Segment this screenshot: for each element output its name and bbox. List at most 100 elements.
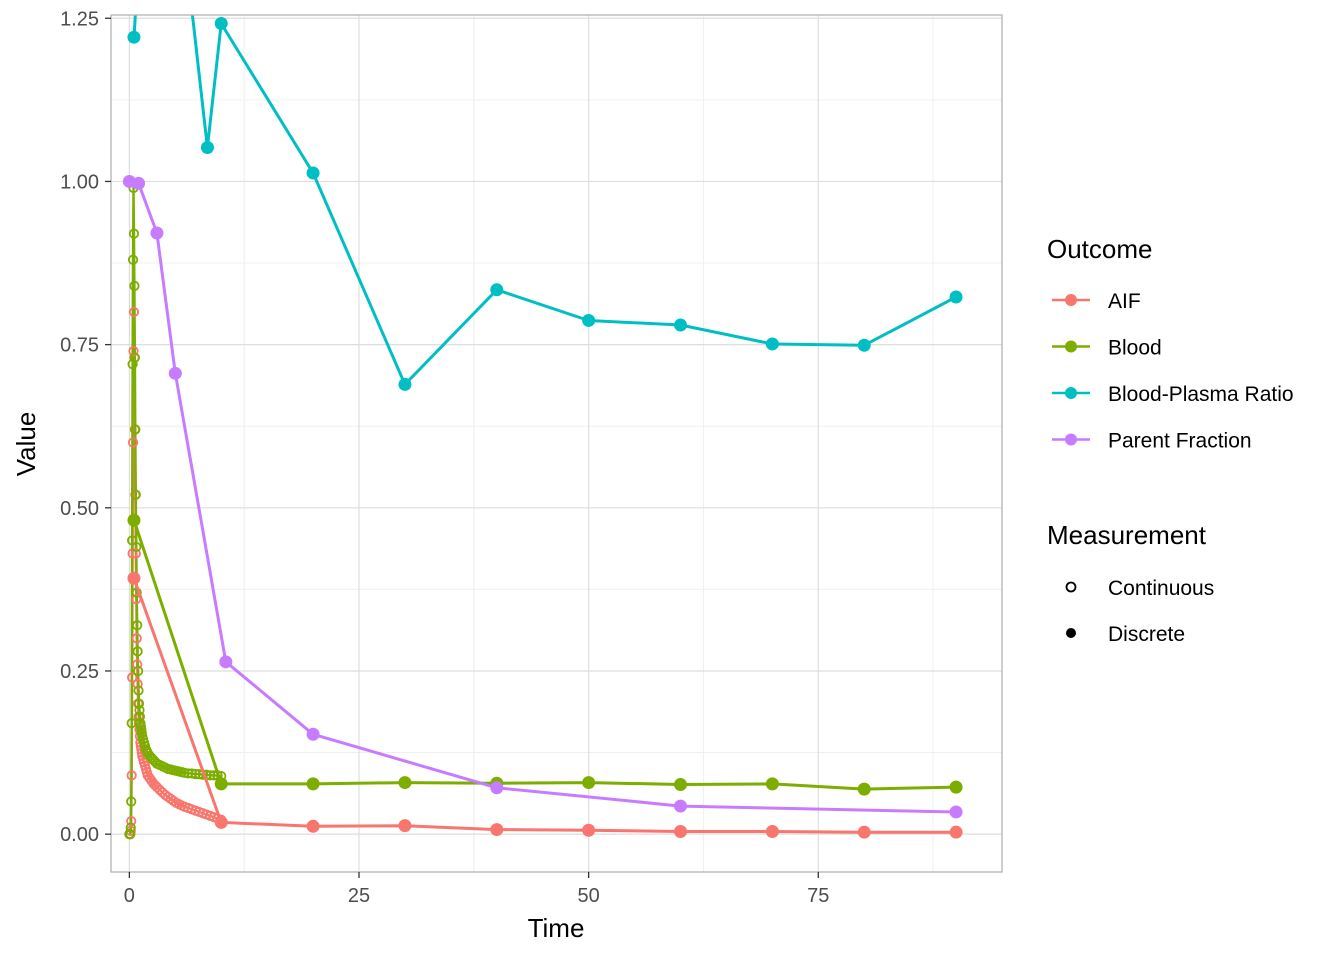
aif-continuous-point (154, 784, 165, 795)
blood-plasma-ratio-discrete-point (674, 318, 688, 332)
blood-continuous-point (183, 768, 194, 779)
parent-fraction-discrete-point (490, 781, 504, 795)
blood-plasma-ratio-discrete-point (306, 166, 320, 180)
y-tick-label: 1.00 (60, 171, 99, 193)
legend-key-point (1065, 387, 1077, 399)
y-tick-label: 0.00 (60, 824, 99, 846)
legend-item-label: Blood-Plasma Ratio (1108, 383, 1294, 406)
panel-background (111, 15, 1002, 872)
series-layer (122, 15, 963, 840)
blood-plasma-ratio-discrete-point (127, 30, 141, 44)
parent-fraction-discrete-point (168, 366, 182, 380)
blood-continuous-point (132, 665, 144, 677)
blood-continuous-point (133, 698, 145, 709)
blood-discrete-point (398, 776, 412, 790)
aif-discrete-point (857, 825, 871, 839)
aif-discrete-line (132, 577, 957, 834)
aif-discrete-point (214, 815, 228, 829)
blood-continuous-point (186, 768, 197, 779)
aif-discrete-point (674, 825, 688, 839)
blood-discrete-point (127, 513, 141, 527)
blood-continuous-point (134, 711, 146, 722)
parent-fraction-discrete-point (306, 727, 320, 741)
blood-continuous-point (126, 796, 137, 807)
blood-plasma-ratio-discrete-point (214, 16, 228, 30)
legend-outcome-title: Outcome (1047, 234, 1153, 264)
aif-continuous-point (151, 782, 163, 793)
legend-key-point (1065, 340, 1077, 353)
blood-continuous-point (133, 685, 144, 696)
blood-continuous-point (127, 359, 138, 370)
legend-item-label: Discrete (1108, 623, 1185, 646)
blood-continuous-point (205, 770, 216, 781)
blood-discrete-point (214, 777, 228, 791)
legend: Outcome Measurement AIF Blood Blood-Plasma… (1047, 234, 1294, 646)
blood-plasma-ratio-discrete-point (765, 337, 779, 351)
blood-plasma-ratio-discrete-point (490, 283, 504, 297)
legend-key-point (1065, 433, 1077, 446)
axes: 0 25 50 75 0.00 0.25 0.50 0.75 1.00 1.25 (60, 8, 1003, 907)
panel-border (110, 14, 1003, 873)
y-tick-label: 0.50 (60, 498, 99, 520)
aif-discrete-point (949, 825, 963, 839)
legend-item-label: Continuous (1108, 577, 1214, 600)
aif-continuous-point (128, 346, 139, 357)
blood-continuous-point (131, 541, 142, 553)
aif-continuous-point (127, 437, 139, 448)
blood-continuous-point (132, 620, 143, 631)
aif-discrete-point (765, 825, 779, 839)
y-tick-label: 1.25 (60, 8, 99, 30)
aif-discrete-point (398, 819, 412, 833)
aif-discrete-point (490, 823, 504, 837)
blood-discrete-point (949, 780, 963, 794)
plot-panel (111, 15, 1002, 872)
blood-continuous-point (127, 254, 139, 265)
legend-key-point (1065, 294, 1077, 306)
blood-continuous-point (190, 768, 201, 780)
aif-continuous-point (130, 548, 141, 559)
y-tick-label: 0.75 (60, 335, 99, 357)
parent-fraction-discrete-point (132, 176, 146, 190)
blood-discrete-line (132, 519, 957, 791)
blood-continuous-point (129, 352, 140, 363)
blood-continuous-point (125, 829, 136, 840)
blood-continuous-point (128, 228, 140, 239)
legend-item-label: AIF (1108, 290, 1141, 313)
aif-continuous-point (132, 678, 143, 690)
blood-plasma-ratio-discrete-point (200, 140, 214, 154)
parent-fraction-discrete-point (219, 655, 233, 669)
legend-key-open-circle (1065, 581, 1077, 593)
aif-continuous-point (131, 633, 142, 644)
x-tick-label: 50 (578, 885, 600, 907)
aif-discrete-point (306, 819, 320, 833)
aif-continuous-point (128, 306, 140, 318)
parent-fraction-discrete-point (150, 226, 164, 240)
blood-discrete-point (857, 782, 871, 796)
parent-fraction-discrete-point (949, 805, 963, 819)
x-axis-title: Time (528, 913, 585, 943)
blood-discrete-point (306, 777, 320, 791)
aif-continuous-point (132, 659, 143, 670)
blood-continuous-point (129, 280, 140, 291)
blood-plasma-ratio-discrete-point (582, 313, 596, 327)
x-tick-label: 75 (807, 885, 829, 907)
aif-continuous-point (127, 672, 138, 683)
blood-continuous-point (125, 822, 136, 833)
y-tick-label: 0.25 (60, 661, 99, 683)
y-axis-title: Value (11, 412, 41, 477)
blood-discrete-point (582, 776, 596, 790)
blood-discrete-point (765, 777, 779, 791)
legend-measurement-title: Measurement (1047, 520, 1207, 550)
legend-key-filled-circle (1066, 628, 1076, 638)
blood-plasma-ratio-discrete-point (398, 377, 412, 391)
parent-fraction-discrete-point (674, 799, 688, 813)
blood-continuous-point (179, 767, 190, 778)
aif-continuous-point (126, 815, 137, 827)
aif-discrete-point (127, 571, 141, 585)
blood-plasma-ratio-discrete-point (949, 290, 963, 304)
blood-continuous-point (130, 489, 141, 500)
blood-continuous-point (132, 646, 143, 657)
x-tick-label: 25 (348, 885, 370, 907)
blood-continuous-point (134, 705, 145, 716)
